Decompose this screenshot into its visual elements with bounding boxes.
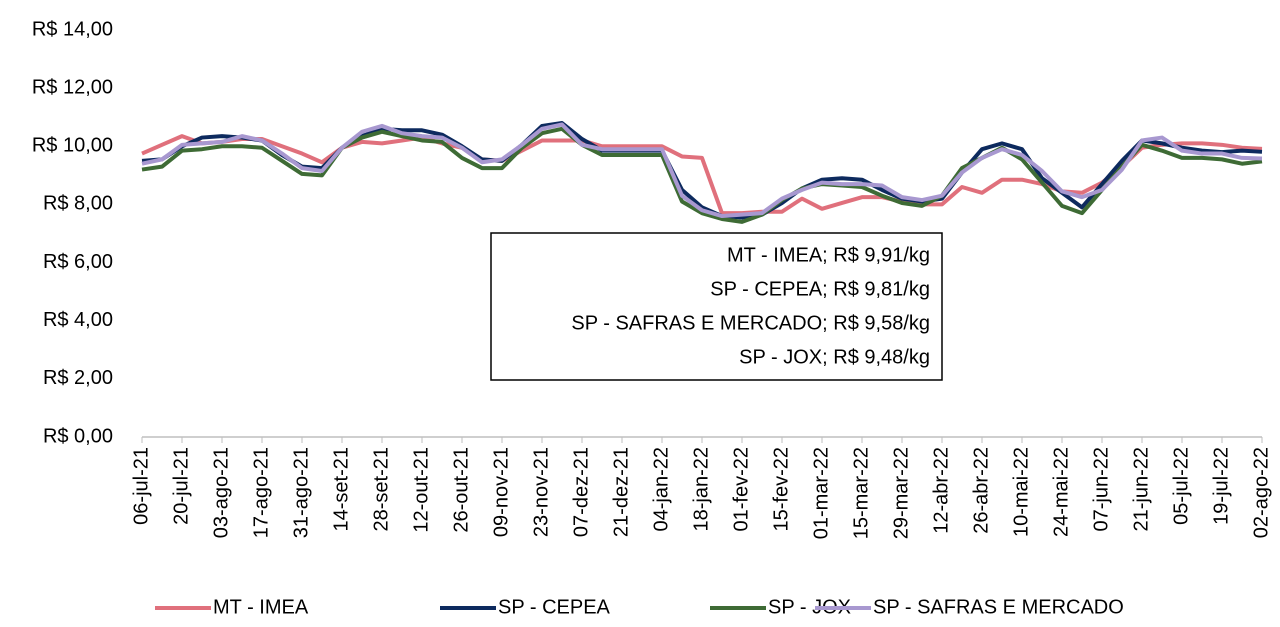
x-tick-label: 21-dez-21 bbox=[610, 447, 632, 537]
x-tick-label: 15-mar-22 bbox=[850, 447, 872, 539]
x-tick-label: 07-jun-22 bbox=[1090, 447, 1112, 532]
y-tick-label: R$ 6,00 bbox=[43, 251, 113, 273]
annotation: MT - IMEA; R$ 9,91/kg bbox=[727, 244, 930, 266]
x-tick-label: 21-jun-22 bbox=[1130, 447, 1152, 532]
series-line bbox=[141, 134, 1263, 216]
x-tick-label: 12-out-21 bbox=[410, 447, 432, 533]
x-tick-label: 02-ago-22 bbox=[1250, 447, 1272, 538]
x-tick-label: 17-ago-21 bbox=[250, 447, 272, 538]
y-tick-label: R$ 4,00 bbox=[43, 309, 113, 331]
x-tick-label: 14-set-21 bbox=[330, 447, 352, 532]
x-tick-label: 15-fev-22 bbox=[770, 447, 792, 532]
x-tick-label: 01-fev-22 bbox=[730, 447, 752, 532]
x-tick-label: 24-mai-22 bbox=[1050, 447, 1072, 537]
x-tick-label: 03-ago-21 bbox=[210, 447, 232, 538]
x-tick-label: 26-abr-22 bbox=[970, 447, 992, 534]
x-tick-label: 19-jul-22 bbox=[1210, 447, 1232, 525]
y-tick-label: R$ 8,00 bbox=[43, 193, 113, 215]
x-tick-label: 31-ago-21 bbox=[290, 447, 312, 538]
x-tick-label: 23-nov-21 bbox=[530, 447, 552, 537]
y-tick-label: R$ 2,00 bbox=[43, 367, 113, 389]
annotation: SP - CEPEA; R$ 9,81/kg bbox=[710, 278, 930, 300]
annotation-box bbox=[490, 232, 943, 381]
x-tick-label: 18-jan-22 bbox=[690, 447, 712, 532]
legend-label: MT - IMEA bbox=[213, 596, 309, 618]
x-tick-label: 09-nov-21 bbox=[490, 447, 512, 537]
series-line bbox=[141, 122, 1263, 219]
y-tick-label: R$ 12,00 bbox=[32, 76, 113, 98]
annotation: SP - JOX; R$ 9,48/kg bbox=[739, 346, 930, 368]
y-tick-label: R$ 14,00 bbox=[32, 18, 113, 40]
x-tick-label: 29-mar-22 bbox=[890, 447, 912, 539]
legend-label: SP - JOX bbox=[768, 596, 851, 618]
y-tick-label: R$ 10,00 bbox=[32, 135, 113, 157]
x-tick-label: 26-out-21 bbox=[450, 447, 472, 533]
x-tick-label: 04-jan-22 bbox=[650, 447, 672, 532]
x-tick-label: 12-abr-22 bbox=[930, 447, 952, 534]
x-tick-label: 06-jul-21 bbox=[130, 447, 152, 525]
x-tick-label: 05-jul-22 bbox=[1170, 447, 1192, 525]
x-tick-label: 20-jul-21 bbox=[170, 447, 192, 525]
annotation: SP - SAFRAS E MERCADO; R$ 9,58/kg bbox=[571, 312, 930, 334]
legend-label: SP - SAFRAS E MERCADO bbox=[873, 596, 1124, 618]
legend-label: SP - CEPEA bbox=[498, 596, 611, 618]
x-tick-label: 01-mar-22 bbox=[810, 447, 832, 539]
y-tick-label: R$ 0,00 bbox=[43, 425, 113, 447]
x-tick-label: 10-mai-22 bbox=[1010, 447, 1032, 537]
x-tick-label: 07-dez-21 bbox=[570, 447, 592, 537]
x-tick-label: 28-set-21 bbox=[370, 447, 392, 532]
